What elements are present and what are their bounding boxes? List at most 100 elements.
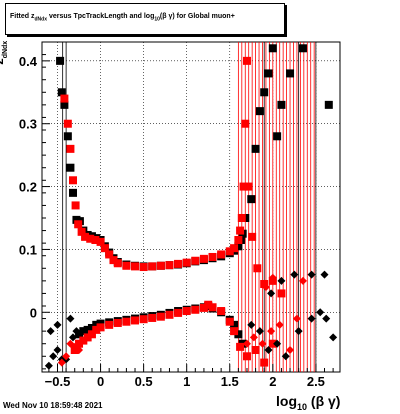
data-point-square (63, 119, 72, 128)
data-point-square (122, 317, 131, 326)
data-point-square (83, 333, 92, 342)
data-point-diamond (316, 308, 325, 317)
data-point-square (139, 263, 148, 272)
data-point-diamond (273, 339, 282, 348)
x-tick-label: 1.5 (221, 374, 239, 389)
data-point-square (92, 320, 101, 329)
data-point-square (241, 119, 250, 128)
data-point-diamond (290, 270, 299, 279)
data-point-diamond (69, 333, 78, 342)
data-point-square (69, 176, 78, 185)
y-tick-label: 0.3 (19, 117, 37, 132)
data-point-square (277, 289, 286, 298)
data-point-square (165, 261, 174, 270)
data-point-square (217, 307, 226, 316)
data-point-square (204, 300, 213, 309)
data-point-square (156, 312, 165, 321)
y-tick-label: 0.2 (19, 180, 37, 195)
data-point-square (105, 320, 114, 329)
data-point-square (182, 307, 191, 316)
data-point-square (230, 244, 239, 253)
data-point-square (236, 342, 245, 351)
data-point-diamond (322, 314, 331, 323)
data-point-square (234, 242, 243, 251)
data-point-square (69, 188, 78, 197)
data-point-diamond (72, 327, 81, 336)
data-point-square (174, 308, 183, 317)
data-point-square (148, 313, 157, 322)
data-point-square (60, 100, 69, 109)
data-point-square (122, 261, 131, 270)
data-point-square (148, 262, 157, 271)
data-point-diamond (298, 276, 307, 285)
x-tick-label: −0.5 (45, 374, 71, 389)
data-point-diamond (267, 327, 276, 336)
plot-frame (41, 41, 341, 373)
data-point-diamond (53, 346, 62, 354)
data-point-diamond (307, 314, 316, 323)
data-point-square (66, 144, 75, 153)
data-point-diamond (247, 320, 256, 329)
data-point-square (191, 256, 200, 265)
x-tick-label: 0.5 (135, 374, 153, 389)
data-point-square (225, 247, 234, 256)
data-point-square (75, 330, 84, 339)
data-point-square (255, 107, 264, 116)
data-point-diamond (242, 339, 251, 348)
data-point-square (286, 69, 295, 78)
data-point-square (237, 214, 246, 222)
data-point-square (251, 346, 260, 354)
axis-ticks: −0.5 0 0.5 1 1.5 2 2.5 0 0.1 0.2 0.3 0.4 (19, 54, 334, 389)
data-point-square (260, 88, 269, 97)
data-point-square (71, 201, 80, 210)
data-point-diamond (62, 352, 71, 361)
data-point-square (56, 56, 65, 65)
data-point-square (81, 232, 90, 241)
x-tick-label: 2 (269, 374, 276, 389)
x-axis-title: log10 (β γ) (276, 393, 341, 412)
data-point-square (156, 261, 165, 270)
data-point-square (100, 244, 109, 253)
data-point-square (96, 323, 105, 332)
data-point-square (96, 237, 105, 246)
chart-title: Fitted zdNdx versus TpcTrackLength and l… (10, 13, 235, 23)
data-point-square (236, 226, 245, 235)
data-point-square (105, 250, 114, 259)
data-point-square (79, 327, 88, 336)
data-point-diamond (258, 339, 267, 348)
data-point-diamond (57, 358, 66, 367)
data-point-square (87, 330, 96, 339)
data-point-square (239, 182, 248, 191)
data-point-square (234, 330, 243, 339)
data-point-square (191, 305, 200, 314)
grid-lines (42, 42, 340, 372)
data-point-diamond (286, 346, 295, 354)
data-points (44, 44, 338, 370)
data-point-square (242, 56, 251, 65)
data-point-diamond (292, 314, 301, 323)
data-point-square (277, 100, 286, 109)
data-point-square (268, 44, 277, 53)
data-point-square (92, 325, 101, 334)
data-point-square (165, 310, 174, 319)
data-point-diamond (66, 314, 75, 323)
data-point-square (264, 69, 273, 78)
data-point-square (86, 234, 95, 243)
data-point-square (225, 317, 234, 326)
data-point-square (244, 182, 253, 191)
data-point-diamond (268, 273, 277, 282)
data-point-square (298, 44, 307, 53)
data-point-square (83, 325, 92, 334)
data-point-square (268, 339, 277, 348)
data-point-square (324, 100, 333, 109)
x-tick-label: 0 (97, 374, 104, 389)
data-point-square (113, 259, 122, 268)
data-point-square (87, 324, 96, 332)
data-point-diamond (267, 289, 276, 298)
chart-title-box: Fitted zdNdx versus TpcTrackLength and l… (5, 3, 285, 35)
data-point-square (248, 232, 257, 241)
data-point-square (74, 220, 83, 229)
data-point-square (131, 262, 140, 271)
data-point-square (208, 303, 217, 312)
